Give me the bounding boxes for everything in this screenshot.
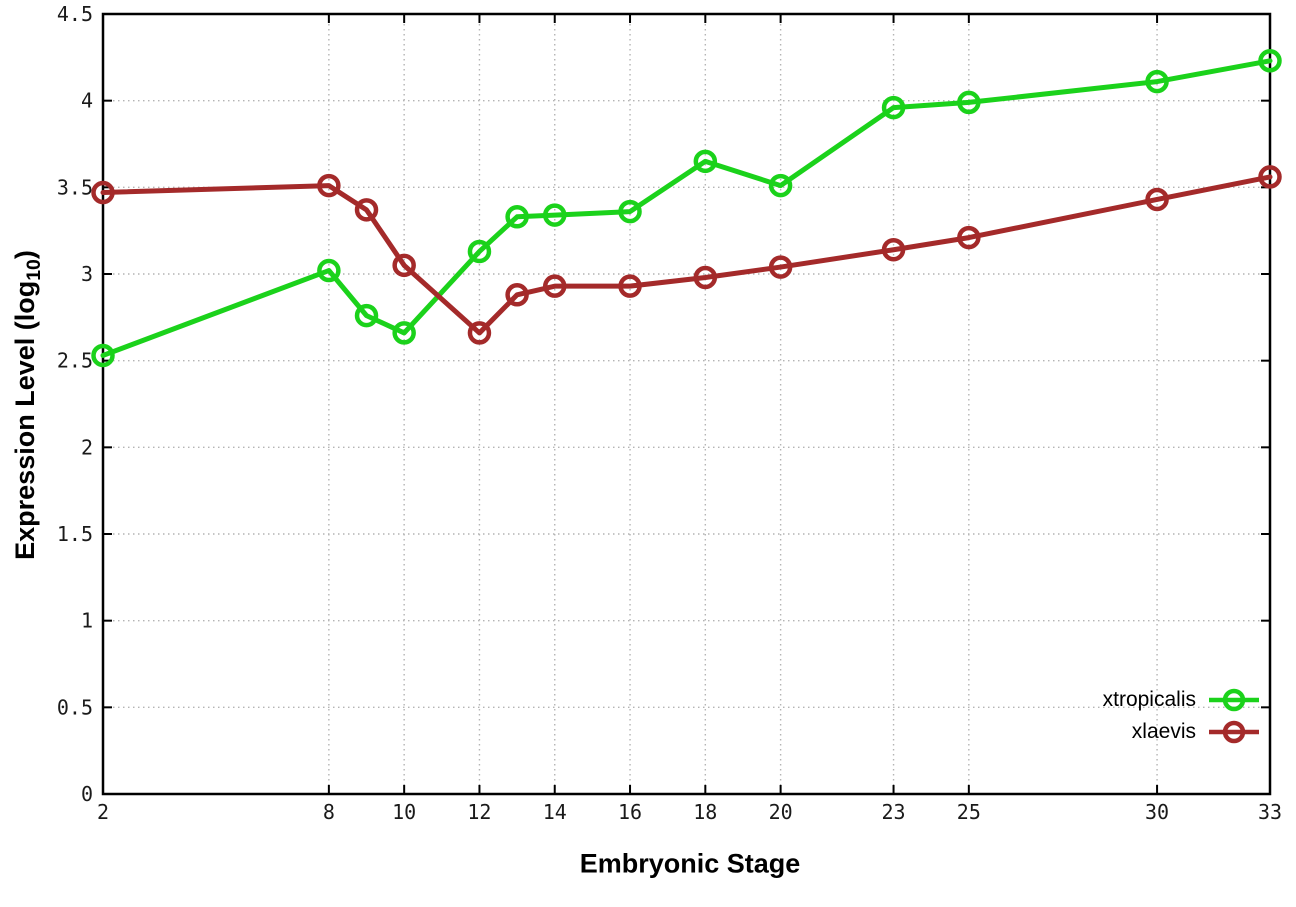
data-point-xtropicalis bbox=[768, 173, 793, 198]
series-line-xtropicalis bbox=[100, 58, 1273, 358]
x-axis-tick-label: 2 bbox=[97, 800, 109, 824]
x-axis-tick-label: 18 bbox=[693, 800, 717, 824]
data-point-xtropicalis bbox=[693, 149, 718, 174]
data-point-xtropicalis bbox=[467, 239, 492, 264]
x-axis-tick-label: 33 bbox=[1258, 800, 1282, 824]
legend-label-xtropicalis: xtropicalis bbox=[1102, 688, 1196, 711]
data-point-xtropicalis bbox=[618, 199, 642, 224]
y-axis-tick-label: 1 bbox=[81, 609, 93, 633]
legend-label-xlaevis: xlaevis bbox=[1131, 720, 1196, 743]
x-axis-tick-label: 12 bbox=[467, 800, 491, 824]
x-axis-tick-label: 14 bbox=[543, 800, 567, 824]
data-point-xtropicalis bbox=[354, 303, 379, 328]
data-point-xtropicalis bbox=[392, 321, 416, 345]
data-point-xtropicalis bbox=[957, 90, 981, 115]
data-point-xlaevis bbox=[505, 283, 529, 307]
x-axis-tick-label: 16 bbox=[618, 800, 642, 824]
data-point-xlaevis bbox=[392, 253, 416, 278]
legend-swatch-xlaevis-icon bbox=[1209, 720, 1259, 744]
x-axis-tick-label: 25 bbox=[957, 800, 981, 824]
legend-item-xtropicalis: xtropicalis bbox=[1103, 686, 1260, 714]
plot-border bbox=[101, 12, 1272, 796]
data-point-xlaevis bbox=[881, 237, 906, 262]
series-line-xlaevis bbox=[100, 174, 1273, 336]
y-axis-tick-label: 1.5 bbox=[57, 522, 93, 546]
data-point-xlaevis bbox=[317, 173, 341, 198]
data-point-xlaevis bbox=[957, 225, 981, 250]
data-point-xlaevis bbox=[542, 274, 567, 298]
x-axis-title: Embryonic Stage bbox=[579, 848, 801, 879]
data-point-xtropicalis bbox=[1145, 69, 1169, 94]
data-point-xlaevis bbox=[91, 180, 115, 205]
y-axis-tick-label: 0.5 bbox=[57, 695, 93, 719]
y-axis-tick-label: 4.5 bbox=[57, 2, 93, 26]
y-axis-title: Expression Level (log10) bbox=[10, 250, 46, 560]
y-axis-tick-label: 3 bbox=[81, 262, 93, 286]
data-point-xtropicalis bbox=[505, 205, 529, 229]
data-point-xtropicalis bbox=[91, 343, 115, 368]
data-point-xlaevis bbox=[768, 255, 793, 279]
x-axis-tick-label: 30 bbox=[1145, 800, 1169, 824]
data-point-xlaevis bbox=[467, 321, 492, 345]
y-axis-tick-label: 2 bbox=[81, 435, 93, 459]
data-point-xlaevis bbox=[1145, 187, 1169, 212]
y-axis-title-text: Expression Level (log bbox=[9, 280, 40, 560]
legend: xtropicalis xlaevis bbox=[1103, 686, 1260, 746]
data-point-xtropicalis bbox=[1258, 49, 1282, 73]
data-point-xlaevis bbox=[1258, 165, 1282, 189]
y-axis-title-close: ) bbox=[9, 250, 40, 260]
y-axis-tick-label: 2.5 bbox=[57, 349, 93, 373]
data-point-xtropicalis bbox=[317, 258, 341, 283]
legend-item-xlaevis: xlaevis bbox=[1132, 718, 1260, 746]
y-axis-tick-label: 0 bbox=[81, 782, 93, 806]
data-point-xlaevis bbox=[354, 198, 379, 222]
y-axis-tick-label: 3.5 bbox=[57, 175, 93, 199]
data-point-xlaevis bbox=[693, 265, 718, 290]
data-point-xtropicalis bbox=[542, 203, 567, 227]
legend-swatch-xtropicalis-icon bbox=[1209, 688, 1259, 712]
x-axis-tick-label: 8 bbox=[323, 800, 335, 824]
x-axis-tick-label: 20 bbox=[769, 800, 793, 824]
y-axis-title-subscript: 10 bbox=[23, 259, 46, 281]
y-axis-tick-label: 4 bbox=[81, 89, 93, 113]
x-axis-tick-label: 23 bbox=[882, 800, 906, 824]
data-point-xtropicalis bbox=[881, 95, 906, 120]
x-axis-tick-label: 10 bbox=[392, 800, 416, 824]
data-point-xlaevis bbox=[618, 274, 642, 298]
